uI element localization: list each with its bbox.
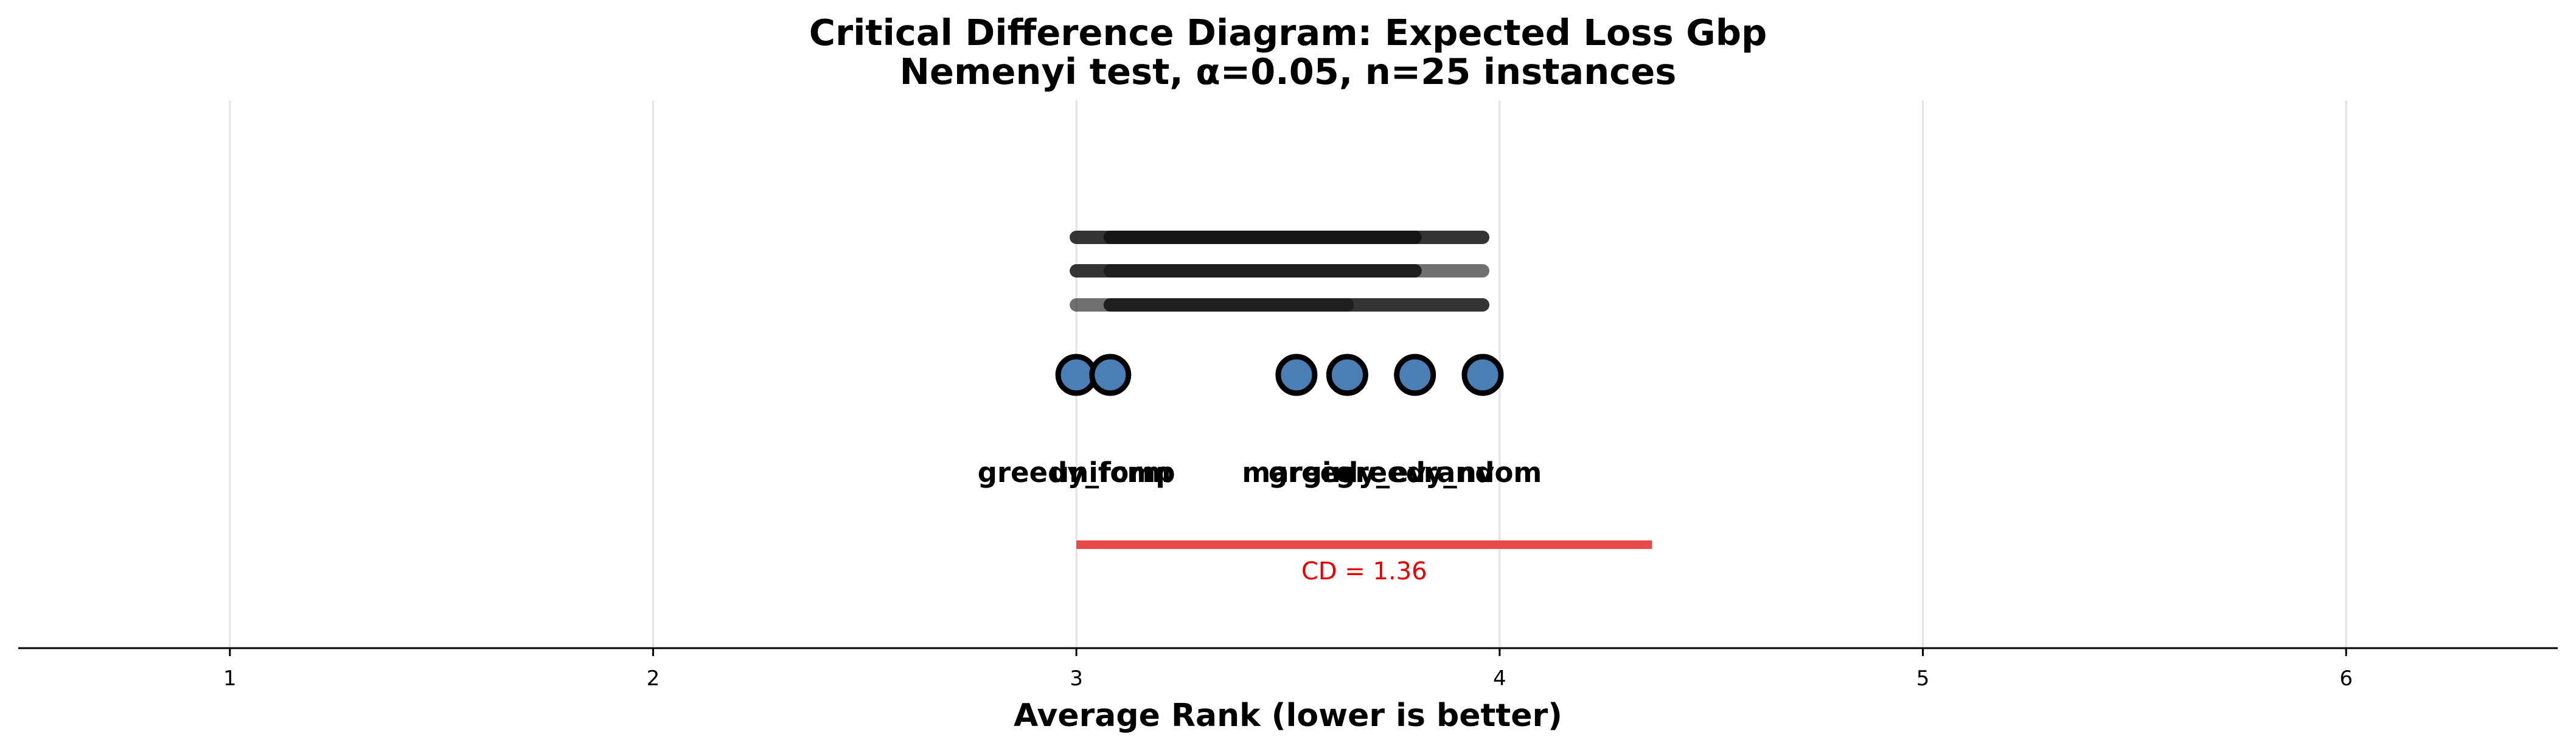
rank-marker-greedy_nv: [1394, 354, 1436, 396]
x-axis-ticks: 1 2 3 4 5 6: [223, 648, 2353, 691]
clique-bars: [1070, 231, 1490, 312]
method-label-uniform: uniform: [1050, 456, 1171, 489]
method-label-random: random: [1424, 456, 1542, 489]
x-tick-label-2: 2: [647, 666, 660, 691]
cd-label: CD = 1.36: [1301, 557, 1427, 585]
x-axis-label: Average Rank (lower is better): [1014, 697, 1562, 734]
rank-marker-greedy_fcmp: [1055, 354, 1098, 396]
method-label-greedy_nv: greedy_nv: [1335, 456, 1494, 489]
method-label-margin: margin: [1242, 456, 1351, 489]
rank-marker-margin: [1275, 354, 1318, 396]
x-tick-label-6: 6: [2339, 666, 2353, 691]
rank-marker-uniform: [1089, 354, 1132, 396]
rank-markers: [1055, 354, 1504, 396]
x-tick-label-3: 3: [1070, 666, 1083, 691]
chart-title: Critical Difference Diagram: Expected Lo…: [809, 12, 1767, 54]
x-tick-label-4: 4: [1493, 666, 1506, 691]
x-tick-label-1: 1: [223, 666, 237, 691]
chart-subtitle: Nemenyi test, α=0.05, n=25 instances: [900, 51, 1677, 93]
rank-marker-greedy_ev: [1326, 354, 1368, 396]
method-label-greedy_fcmp: greedy_fcmp: [978, 456, 1175, 489]
x-tick-label-5: 5: [1916, 666, 1930, 691]
rank-marker-random: [1461, 354, 1504, 396]
method-label-greedy_ev: greedy_ev: [1269, 456, 1426, 489]
critical-difference-indicator: CD = 1.36: [1076, 540, 1652, 585]
